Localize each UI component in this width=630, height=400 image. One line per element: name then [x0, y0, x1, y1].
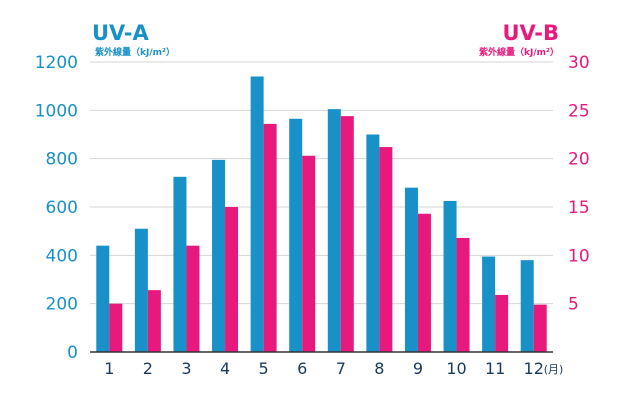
x-axis-ticks: 1 2 3 4 5 6 7 8 9 10 11 12 [104, 359, 544, 378]
right-tick-label: 5 [568, 295, 579, 315]
left-tick-label: 800 [46, 150, 78, 170]
bars [96, 76, 547, 353]
bar-uvb [109, 303, 123, 352]
bar-uva [520, 260, 534, 352]
bar-uvb [225, 207, 239, 352]
left-tick-label: 0 [67, 343, 78, 363]
left-axis-title: UV-A [92, 21, 149, 45]
right-tick-label: 30 [568, 53, 590, 73]
right-tick-label: 20 [568, 150, 590, 170]
x-tick-label: 12 [524, 359, 544, 378]
x-tick-label: 8 [374, 359, 384, 378]
left-tick-label: 1200 [35, 53, 78, 73]
x-tick-label: 6 [297, 359, 307, 378]
x-tick-label: 9 [413, 359, 423, 378]
x-tick-label: 1 [104, 359, 114, 378]
bar-uva [134, 228, 148, 352]
bar-uva [173, 176, 187, 352]
right-axis-unit: 紫外線量（kJ/m²） [479, 46, 559, 58]
bar-uva [482, 256, 496, 352]
left-tick-label: 600 [46, 198, 78, 218]
left-axis-unit: 紫外線量（kJ/m²） [95, 46, 175, 58]
left-tick-label: 400 [46, 246, 78, 266]
x-tick-label: 7 [336, 359, 346, 378]
bar-uva [289, 118, 303, 353]
bar-uvb [263, 123, 277, 352]
x-tick-label: 10 [446, 359, 466, 378]
x-tick-label: 3 [181, 359, 191, 378]
bar-uva [404, 187, 418, 352]
bar-uva [250, 76, 264, 352]
x-tick-label: 2 [143, 359, 153, 378]
bar-uvb [379, 147, 393, 352]
bar-uvb [147, 290, 161, 352]
right-tick-label: 15 [568, 198, 590, 218]
gridlines [90, 61, 553, 305]
bar-uvb [302, 155, 316, 352]
right-tick-label: 10 [568, 246, 590, 266]
bar-uvb [456, 237, 470, 352]
bar-uva [443, 200, 457, 352]
bar-uvb [495, 294, 509, 352]
right-tick-label: 25 [568, 101, 590, 121]
right-axis-ticks: 5 10 15 20 25 30 [568, 53, 590, 315]
right-axis-title: UV-B [503, 21, 560, 45]
bar-uva [366, 134, 380, 352]
x-tick-label: 4 [220, 359, 230, 378]
bar-uva [327, 109, 341, 352]
left-axis-ticks: 0 200 400 600 800 1000 1200 [35, 53, 78, 363]
x-tick-label: 11 [485, 359, 505, 378]
x-tick-label: 5 [259, 359, 269, 378]
bar-uvb [186, 245, 200, 352]
bar-uvb [417, 213, 431, 352]
bar-uvb [340, 116, 354, 352]
x-axis-unit: (月) [544, 363, 564, 376]
left-tick-label: 1000 [35, 101, 78, 121]
bar-uva [96, 245, 110, 352]
bar-uva [212, 159, 226, 352]
left-tick-label: 200 [46, 295, 78, 315]
bar-uvb [533, 304, 547, 352]
